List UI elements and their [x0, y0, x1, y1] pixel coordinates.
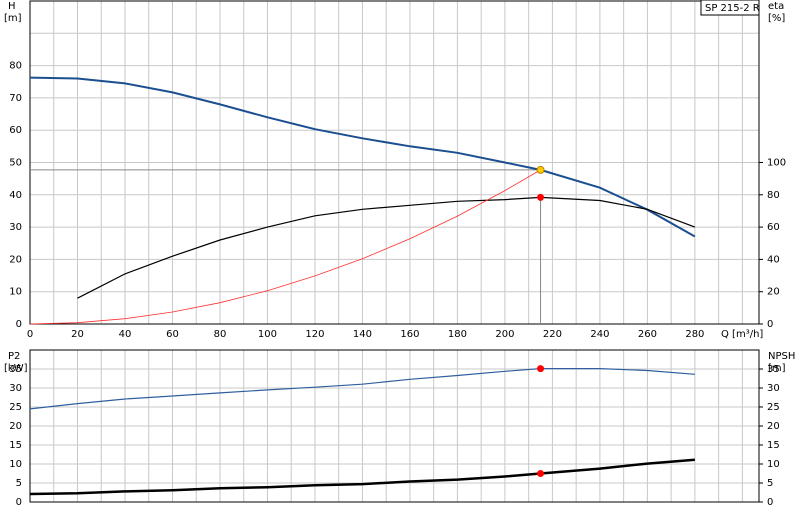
y-tick-label: 0 [16, 497, 22, 508]
x-tick-label: 220 [543, 329, 562, 340]
y2-tick-label: 60 [767, 222, 780, 233]
duty-point [537, 470, 545, 477]
label-box [700, 0, 760, 16]
y-tick-label: 80 [9, 61, 22, 72]
y2-axis-label: [%] [768, 13, 785, 24]
y-tick-label: 60 [9, 125, 22, 136]
x-tick-label: 260 [638, 329, 657, 340]
y-axis-label: P2 [8, 351, 20, 362]
y-axis-label: [kW] [4, 363, 28, 374]
y-tick-label: 30 [9, 383, 22, 394]
duty-point [537, 365, 545, 373]
y-tick-label: 10 [9, 459, 22, 470]
y2-tick-label: 10 [767, 459, 780, 470]
y2-tick-label: 5 [767, 478, 773, 489]
x-tick-label: 280 [685, 329, 704, 340]
y2-tick-label: 25 [767, 402, 780, 413]
y-tick-label: 0 [16, 319, 22, 330]
y2-axis-label: eta [768, 1, 784, 12]
y-tick-label: 10 [9, 287, 22, 298]
x-tick-label: 180 [448, 329, 467, 340]
y2-tick-label: 20 [767, 421, 780, 432]
y2-tick-label: 100 [767, 158, 786, 169]
plot-frame [29, 349, 760, 503]
y2-tick-label: 15 [767, 440, 780, 451]
curve [29, 368, 695, 410]
curve [29, 169, 541, 325]
y2-tick-label: 20 [767, 287, 780, 298]
y-tick-label: 40 [9, 190, 22, 201]
y-tick-label: 30 [9, 222, 22, 233]
x-tick-label: 120 [305, 329, 324, 340]
y2-tick-label: 80 [767, 190, 780, 201]
y2-tick-label: 0 [767, 497, 773, 508]
y-tick-label: 20 [9, 254, 22, 265]
y2-axis-label: NPSH [768, 351, 795, 362]
x-tick-label: 0 [27, 329, 33, 340]
x-tick-label: 140 [353, 329, 372, 340]
y2-tick-label: 30 [767, 383, 780, 394]
x-tick-label: 200 [495, 329, 514, 340]
duty-point [537, 193, 545, 201]
y-axis-label: [m] [4, 13, 22, 24]
x-tick-label: 60 [166, 329, 179, 340]
y2-tick-label: 35 [767, 364, 780, 375]
curve [29, 76, 696, 238]
x-tick-label: 100 [258, 329, 277, 340]
y-tick-label: 15 [9, 440, 22, 451]
y-tick-label: 20 [9, 421, 22, 432]
y-tick-label: 35 [9, 364, 22, 375]
x-tick-label: 160 [400, 329, 419, 340]
y2-tick-label: 40 [767, 254, 780, 265]
duty-point [536, 165, 545, 174]
y2-tick-label: 0 [767, 319, 773, 330]
x-tick-label: 20 [71, 329, 84, 340]
y-tick-label: 25 [9, 402, 22, 413]
y-axis-label: H [8, 1, 16, 12]
y2-axis-label: [m] [768, 363, 786, 374]
curve [77, 196, 696, 299]
x-tick-label: 40 [119, 329, 132, 340]
y-tick-label: 70 [9, 93, 22, 104]
pump-label: SP 215-2 R [705, 3, 760, 14]
y-tick-label: 5 [16, 478, 22, 489]
x-tick-label: 80 [214, 329, 227, 340]
x-tick-label: 240 [590, 329, 609, 340]
x-axis-label: Q [m³/h] [721, 329, 763, 340]
y-tick-label: 50 [9, 158, 22, 169]
plot-frame [29, 0, 760, 325]
curve [29, 458, 695, 496]
